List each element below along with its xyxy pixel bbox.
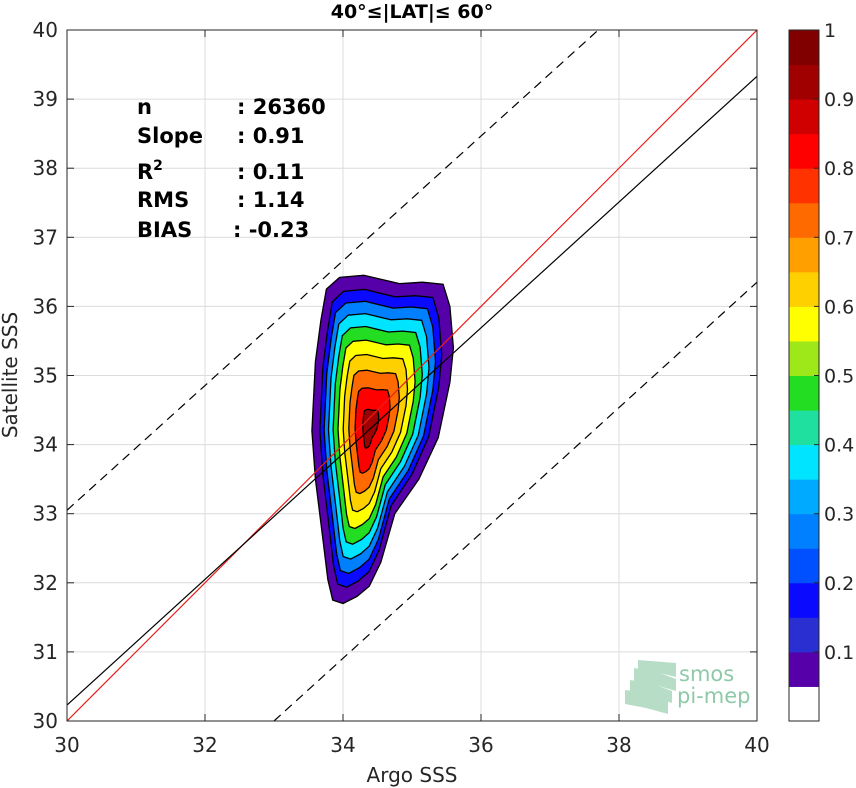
colorbar-tick-label: 0.2 [824,573,854,595]
colorbar-tick-label: 0.6 [824,296,854,318]
line-lower-bound [273,281,757,721]
smos-pimep-logo: smos pi-mep [625,660,750,714]
reference-lines [67,30,757,721]
stat-r2-value: : 0.11 [237,160,305,184]
y-tick-label: 39 [33,87,58,111]
x-axis: 30 32 34 36 38 40 [54,30,770,757]
x-tick-label: 30 [54,733,79,757]
colorbar-tick-label: 1 [824,20,836,42]
colorbar-segment [789,99,819,135]
colorbar-tick-label: 0.8 [824,158,854,180]
colorbar-segment [789,375,819,411]
colorbar-segment [789,133,819,169]
colorbar-segment [789,513,819,549]
colorbar-tick-label: 0.5 [824,366,854,388]
y-tick-label: 33 [33,502,58,526]
colorbar-segment [789,651,819,687]
x-axis-label: Argo SSS [367,763,458,787]
colorbar-segment [789,479,819,515]
stat-rms-label: RMS [137,188,189,212]
x-tick-label: 36 [468,733,493,757]
line-one-to-one [67,30,757,721]
density-contours [311,274,455,605]
colorbar-segment [789,202,819,238]
colorbar-segment [789,444,819,480]
x-tick-label: 34 [330,733,355,757]
chart-title: 40°≤|LAT|≤ 60° [331,1,494,23]
colorbar-tick-label: 0.3 [824,504,854,526]
colorbar-tick-label: 0.4 [824,435,854,457]
y-axis: 30 31 32 33 34 35 36 37 38 39 40 [33,18,757,733]
y-tick-label: 37 [33,225,58,249]
stat-rms-value: : 1.14 [237,188,305,212]
colorbar-tick-label: 0.7 [824,227,854,249]
y-tick-label: 34 [33,433,58,457]
colorbar-segment [789,340,819,376]
stat-n-label: n [137,95,152,119]
y-tick-label: 38 [33,156,58,180]
stat-r2-sup: 2 [153,158,163,174]
colorbar-tick-label: 0.1 [824,642,854,664]
stat-slope-value: : 0.91 [237,124,305,148]
colorbar-segment [789,548,819,584]
colorbar-segment [789,64,819,100]
stat-bias-value: : -0.23 [233,218,309,242]
colorbar-segment [789,168,819,204]
colorbar-segment [789,410,819,446]
y-tick-label: 35 [33,364,58,388]
y-tick-label: 30 [33,709,58,733]
logo-text-smos: smos [679,662,734,686]
stat-slope-label: Slope [137,124,203,148]
x-tick-label: 38 [606,733,631,757]
colorbar-segment [789,686,819,722]
logo-text-pi-mep: pi-mep [677,684,750,708]
stat-r2-label: R2 [137,158,163,184]
colorbar-segment [789,271,819,307]
colorbar-segment [789,237,819,273]
colorbar-segment [789,582,819,618]
colorbar-segment [789,30,819,66]
y-tick-label: 40 [33,18,58,42]
x-tick-label: 32 [192,733,217,757]
stat-bias-label: BIAS [137,218,192,242]
line-regression [67,75,757,706]
colorbar-segment [789,306,819,342]
colorbar-segment [789,617,819,653]
colorbar: 0.1 0.2 0.3 0.4 0.5 0.6 0.7 0.8 0.9 1 [788,20,854,722]
y-axis-label: Satellite SSS [0,312,22,438]
stat-n-value: : 26360 [237,95,326,119]
colorbar-tick-label: 0.9 [824,89,854,111]
stats-block: n : 26360 Slope : 0.91 R2 : 0.11 RMS : 1… [137,95,326,242]
x-tick-label: 40 [744,733,769,757]
y-tick-label: 31 [33,640,58,664]
y-tick-label: 36 [33,294,58,318]
y-tick-label: 32 [33,571,58,595]
